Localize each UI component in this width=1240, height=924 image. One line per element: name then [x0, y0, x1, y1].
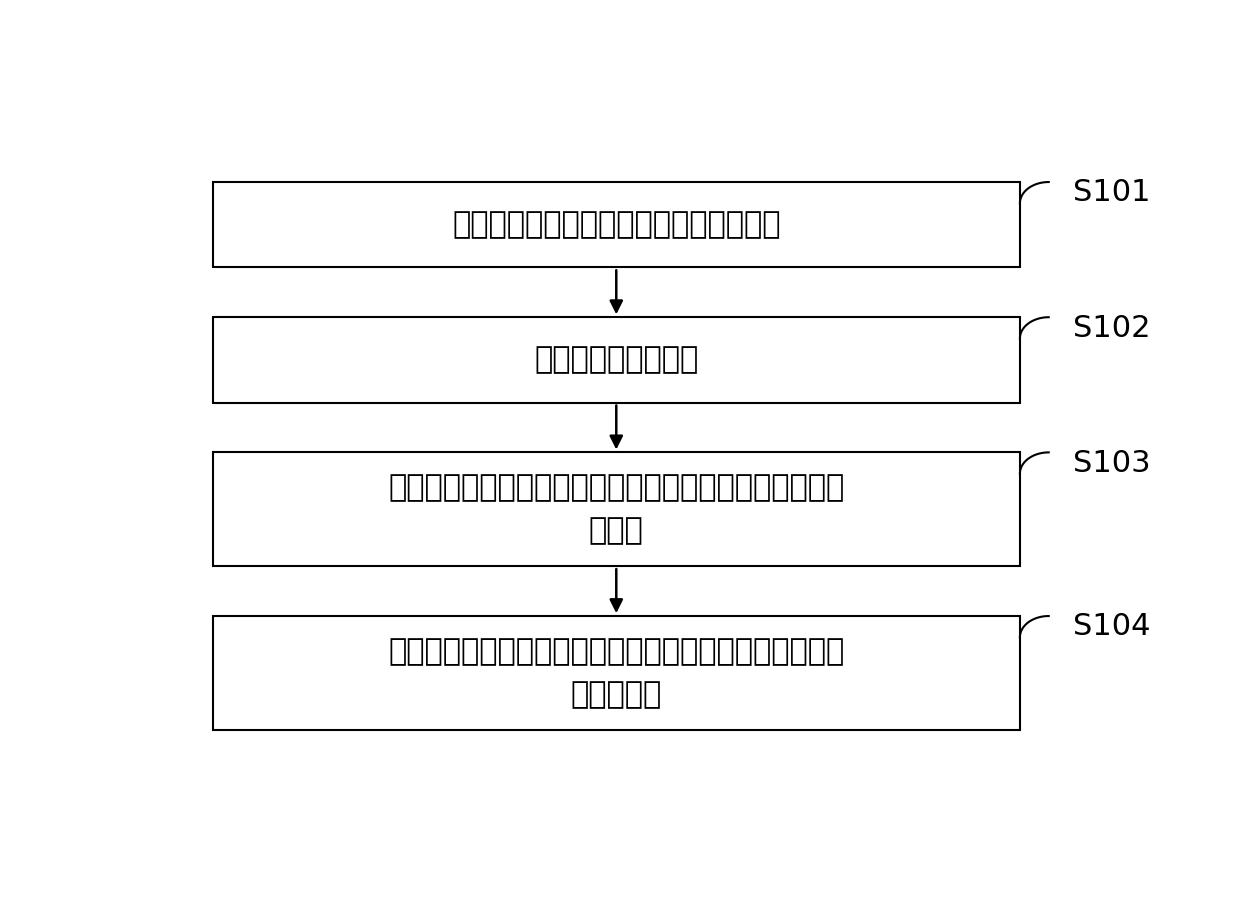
- Bar: [213, 317, 1019, 403]
- Bar: [213, 453, 1019, 566]
- Text: S102: S102: [1073, 313, 1151, 343]
- Text: S103: S103: [1073, 449, 1151, 478]
- Bar: [213, 182, 1019, 267]
- Bar: [213, 616, 1019, 730]
- Text: S101: S101: [1073, 178, 1151, 208]
- Text: 计算在设定时间内储电电池的放电量，判断放电量是否在
标准范围内: 计算在设定时间内储电电池的放电量，判断放电量是否在 标准范围内: [388, 637, 844, 709]
- Text: 经过设定时间断电后，通过复杂可编程逻辑器件恢复电源
的供电: 经过设定时间断电后，通过复杂可编程逻辑器件恢复电源 的供电: [388, 473, 844, 545]
- Text: 触发储电电池的供电: 触发储电电池的供电: [534, 346, 698, 374]
- Text: 通过复杂可编程逻辑器件切断电源的供电: 通过复杂可编程逻辑器件切断电源的供电: [453, 211, 780, 239]
- Text: S104: S104: [1073, 613, 1151, 641]
